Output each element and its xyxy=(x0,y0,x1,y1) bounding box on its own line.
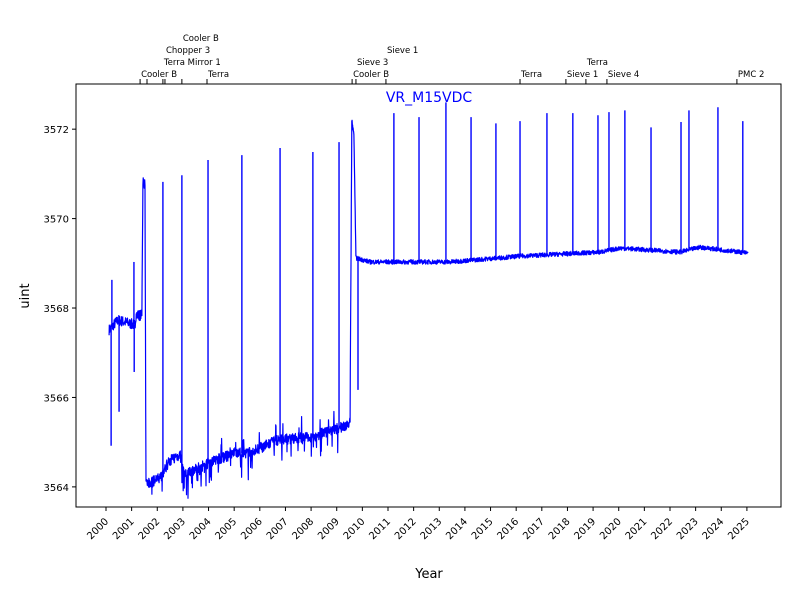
event-label: Terra xyxy=(586,58,608,68)
event-markers: Cooler B Terra Mirror 1 Chopper 3 Cooler B T… xyxy=(139,34,765,84)
x-tick-label: 2020 xyxy=(598,516,624,542)
plot-area xyxy=(75,83,782,508)
x-tick-label: 2007 xyxy=(265,516,291,542)
x-axis-label: Year xyxy=(414,567,443,582)
x-tick-label: 2012 xyxy=(393,516,419,542)
event-label: Sieve 1 xyxy=(387,46,418,56)
chart-title: VR_M15VDC xyxy=(386,90,473,106)
event-label: Cooler B xyxy=(353,70,389,80)
x-tick-label: 2014 xyxy=(444,516,470,542)
y-axis-label: uint xyxy=(18,283,33,308)
event-label: Terra Mirror 1 xyxy=(163,58,221,68)
x-tick-label: 2016 xyxy=(496,516,522,542)
plot-frame xyxy=(75,83,782,508)
x-tick-label: 2010 xyxy=(342,516,368,542)
x-tick-label: 2000 xyxy=(85,516,111,542)
x-tick-label: 2015 xyxy=(470,516,496,542)
series-VR_M15VDC xyxy=(108,102,749,499)
y-tick-label: 3566 xyxy=(44,393,69,404)
event-label: Terra xyxy=(520,70,542,80)
x-tick-label: 2009 xyxy=(316,516,342,542)
series-line xyxy=(108,119,749,499)
x-tick-label: 2004 xyxy=(188,516,214,542)
event-label: Cooler B xyxy=(183,34,219,44)
x-tick-label: 2023 xyxy=(675,516,701,542)
x-tick-label: 2024 xyxy=(701,516,727,542)
y-tick-label: 3568 xyxy=(44,304,69,315)
event-label: Terra xyxy=(207,70,229,80)
x-tick-label: 2003 xyxy=(162,516,188,542)
event-label: Cooler B xyxy=(141,70,177,80)
event-label: Sieve 1 xyxy=(567,70,598,80)
x-tick-label: 2001 xyxy=(111,516,137,542)
y-tick-label: 3572 xyxy=(44,125,69,136)
y-tick-label: 3564 xyxy=(44,483,69,494)
event-label: PMC 2 xyxy=(738,70,765,80)
event-label: Chopper 3 xyxy=(166,46,210,56)
x-tick-label: 2018 xyxy=(547,516,573,542)
event-label: Sieve 4 xyxy=(608,70,639,80)
x-tick-label: 2006 xyxy=(239,516,265,542)
x-tick-label: 2019 xyxy=(572,516,598,542)
x-tick-label: 2005 xyxy=(214,516,240,542)
x-tick-label: 2021 xyxy=(624,516,650,542)
x-tick-label: 2013 xyxy=(419,516,445,542)
x-tick-label: 2011 xyxy=(367,516,393,542)
x-tick-label: 2022 xyxy=(649,516,675,542)
x-axis: 2000 2001 2002 2003 2004 2005 2006 2007 2008 2009… xyxy=(85,507,752,542)
y-axis: 3564 3566 3568 3570 3572 xyxy=(44,125,76,494)
x-tick-label: 2017 xyxy=(521,516,547,542)
x-tick-label: 2002 xyxy=(137,516,163,542)
event-label: Sieve 3 xyxy=(357,58,388,68)
y-tick-label: 3570 xyxy=(44,215,69,226)
x-tick-label: 2008 xyxy=(290,516,316,542)
x-tick-label: 2025 xyxy=(726,516,752,542)
